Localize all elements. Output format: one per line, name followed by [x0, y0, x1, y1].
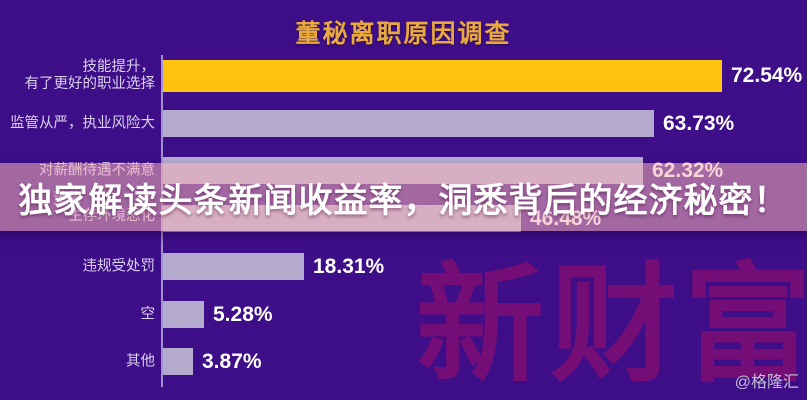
chart-title: 董秘离职原因调查 — [295, 20, 512, 48]
headline-banner-text: 独家解读头条新闻收益率，洞悉背后的经济秘密！ — [18, 181, 789, 220]
chart-row: 其他 3.87% — [0, 348, 807, 375]
label-line: 其他 — [126, 353, 155, 369]
bar — [163, 110, 654, 137]
label-line: 监管从严，执业风险大 — [10, 115, 155, 131]
label-line: 技能提升， — [82, 59, 156, 75]
headline-banner: 独家解读头条新闻收益率，洞悉背后的经济秘密！ — [0, 163, 807, 231]
bar-category-label: 监管从严，执业风险大 — [0, 115, 155, 132]
bar-highlight — [163, 60, 722, 92]
bar-value-label: 72.54% — [731, 64, 803, 87]
bar-category-label: 其他 — [0, 353, 155, 370]
bar-value-label: 3.87% — [202, 349, 262, 373]
chart-row: 违规受处罚 18.31% — [0, 253, 807, 280]
watermark-xincaifu: 新财富 — [416, 255, 807, 397]
bar — [163, 253, 304, 280]
source-credit: @格隆汇 — [734, 374, 799, 391]
bar — [163, 301, 204, 328]
bar-value-label: 63.73% — [663, 111, 735, 135]
bar-value-label: 18.31% — [313, 254, 385, 278]
chart-row: 监管从严，执业风险大 63.73% — [0, 110, 807, 137]
label-line: 有了更好的职业选择 — [24, 76, 156, 92]
chart-row: 技能提升， 有了更好的职业选择 72.54% — [0, 59, 807, 93]
bar-category-label: 违规受处罚 — [0, 258, 156, 275]
bar-category-label: 空 — [0, 306, 156, 323]
bar-value-label: 5.28% — [213, 302, 273, 326]
bar — [163, 348, 193, 375]
label-line: 空 — [140, 306, 156, 322]
chart-row: 空 5.28% — [0, 301, 807, 328]
label-line: 违规受处罚 — [82, 258, 156, 274]
bar-category-label: 技能提升， 有了更好的职业选择 — [0, 59, 156, 93]
